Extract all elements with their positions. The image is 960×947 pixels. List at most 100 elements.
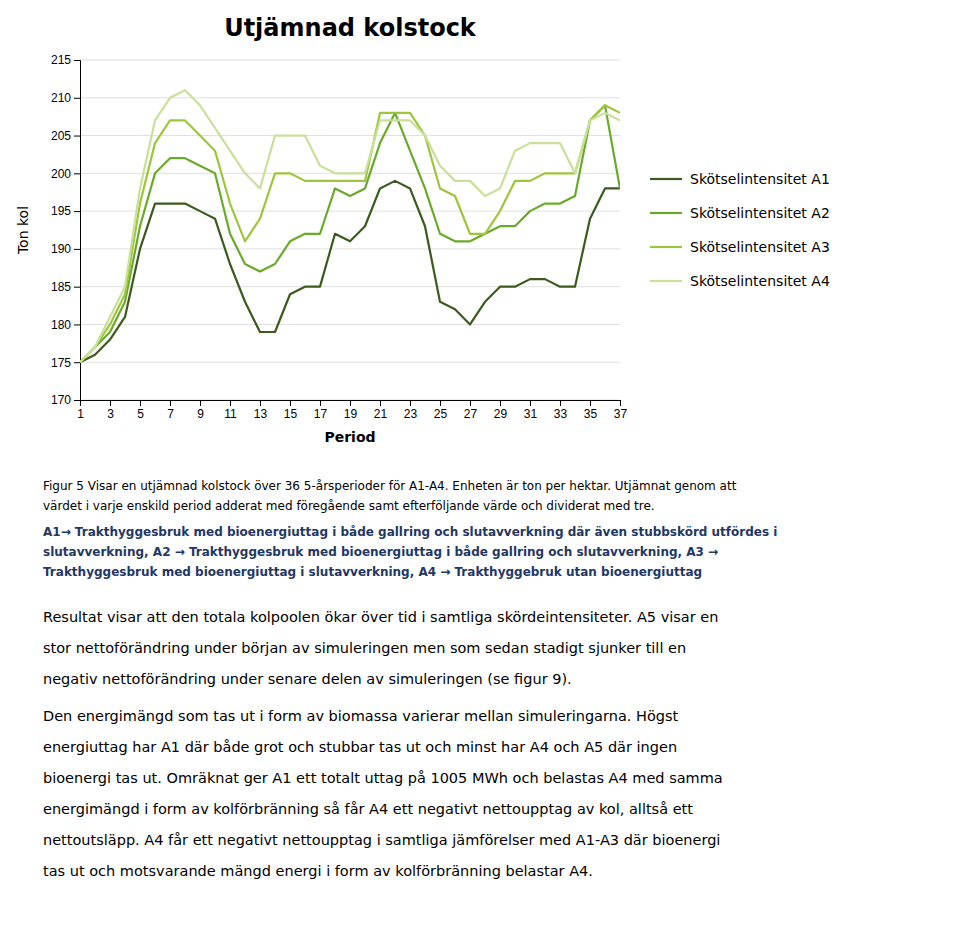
tick: 205 <box>51 129 80 143</box>
tick-mark <box>74 249 80 250</box>
axis-line <box>74 61 81 401</box>
grid-line <box>80 286 620 287</box>
tick: 27 <box>464 400 478 421</box>
tick-label: 185 <box>51 280 71 294</box>
annotation: energiuttag har A1 där både grot och stu… <box>43 739 677 755</box>
annotation: bioenergi tas ut. Omräknat ger A1 ett to… <box>43 770 723 786</box>
tick-mark <box>74 400 80 401</box>
tick-mark <box>530 400 531 406</box>
tick-mark <box>74 211 80 212</box>
legend-item: Skötselintensitet A1 <box>650 171 830 187</box>
tick: 9 <box>197 400 204 421</box>
tick-mark <box>590 400 591 406</box>
tick: 19 <box>344 400 358 421</box>
grid-line <box>80 60 620 61</box>
annotation: Figur 5 Visar en utjämnad kolstock över … <box>43 479 737 493</box>
tick-label: 205 <box>51 129 71 143</box>
annotation: stor nettoförändring under början av sim… <box>43 640 686 656</box>
tick-mark <box>74 98 80 99</box>
legend-swatch <box>650 178 682 180</box>
grid-line <box>80 362 620 363</box>
tick: 31 <box>524 400 538 421</box>
tick: 15 <box>284 400 298 421</box>
tick-label: 33 <box>554 407 568 421</box>
tick: 13 <box>254 400 268 421</box>
annotation: tas ut och motsvarande mängd energi i fo… <box>43 863 593 879</box>
x-axis-title: Period <box>324 429 375 445</box>
tick: 175 <box>51 356 80 370</box>
tick: 7 <box>167 400 174 421</box>
tick: 5 <box>137 400 144 421</box>
notes: Figur 5 Visar en utjämnad kolstock över … <box>43 479 777 879</box>
tick-mark <box>110 400 111 406</box>
tick-mark <box>320 400 321 406</box>
grid-line <box>80 97 620 98</box>
tick: 29 <box>494 400 508 421</box>
tick: 21 <box>374 400 388 421</box>
tick-label: 13 <box>254 407 268 421</box>
annotation: slutavverkning, A2 → Trakthyggesbruk med… <box>43 545 718 559</box>
tick-label: 215 <box>51 53 71 67</box>
tick: 190 <box>51 242 80 256</box>
legend-item: Skötselintensitet A4 <box>650 273 830 289</box>
annotation: nettoutsläpp. A4 får ett negativt nettou… <box>43 832 720 848</box>
legend-label: Skötselintensitet A3 <box>690 239 830 255</box>
tick-mark <box>140 400 141 406</box>
legend-swatch <box>650 246 682 248</box>
tick-mark <box>440 400 441 406</box>
plot: 1357911131517192123252729313335371701751… <box>51 53 628 420</box>
tick-label: 9 <box>197 407 204 421</box>
grid-line <box>80 248 620 249</box>
tick: 25 <box>434 400 448 421</box>
tick-mark <box>74 287 80 288</box>
tick: 215 <box>51 53 80 67</box>
y-axis: 170 175 180 185 190 195 200 205 210 215 <box>51 53 81 407</box>
y-axis-title: Ton kol <box>15 206 31 255</box>
tick-mark <box>74 324 80 325</box>
tick: 195 <box>51 204 80 218</box>
tick-label: 25 <box>434 407 448 421</box>
annotation: Resultat visar att den totala kolpoolen … <box>43 609 718 625</box>
tick-label: 3 <box>107 407 114 421</box>
tick-label: 190 <box>51 242 71 256</box>
tick-mark <box>74 60 80 61</box>
tick-label: 35 <box>584 407 598 421</box>
tick-label: 15 <box>284 407 298 421</box>
tick-mark <box>260 400 261 406</box>
tick-mark <box>620 400 621 406</box>
tick-label: 1 <box>77 407 84 421</box>
legend-item: Skötselintensitet A3 <box>650 239 830 255</box>
tick-label: 195 <box>51 204 71 218</box>
grid-line <box>80 211 620 212</box>
tick-label: 210 <box>51 91 71 105</box>
tick: 37 <box>614 400 628 421</box>
tick: 170 <box>51 393 80 407</box>
chart: 1357911131517192123252729313335371701751… <box>0 0 960 947</box>
annotation: Den energimängd som tas ut i form av bio… <box>43 708 679 724</box>
tick-label: 5 <box>137 407 144 421</box>
tick-label: 7 <box>167 407 174 421</box>
tick-mark <box>230 400 231 406</box>
tick-mark <box>500 400 501 406</box>
tick: 180 <box>51 318 80 332</box>
tick-label: 11 <box>224 407 237 421</box>
legend-label: Skötselintensitet A4 <box>690 273 830 289</box>
tick-label: 19 <box>344 407 358 421</box>
legend-swatch <box>650 212 682 214</box>
legend-item: Skötselintensitet A2 <box>650 205 830 221</box>
tick-label: 170 <box>51 393 71 407</box>
tick-mark <box>200 400 201 406</box>
tick-mark <box>380 400 381 406</box>
tick: 35 <box>584 400 598 421</box>
legend-label: Skötselintensitet A2 <box>690 205 830 221</box>
tick-label: 27 <box>464 407 478 421</box>
grid <box>80 60 620 400</box>
tick-label: 29 <box>494 407 508 421</box>
tick-label: 200 <box>51 167 71 181</box>
tick-label: 37 <box>614 407 628 421</box>
tick-mark <box>74 136 80 137</box>
annotation: Trakthyggesbruk med bioenergiuttag i slu… <box>43 565 702 579</box>
tick: 33 <box>554 400 568 421</box>
tick: 17 <box>314 400 328 421</box>
grid-line <box>80 324 620 325</box>
